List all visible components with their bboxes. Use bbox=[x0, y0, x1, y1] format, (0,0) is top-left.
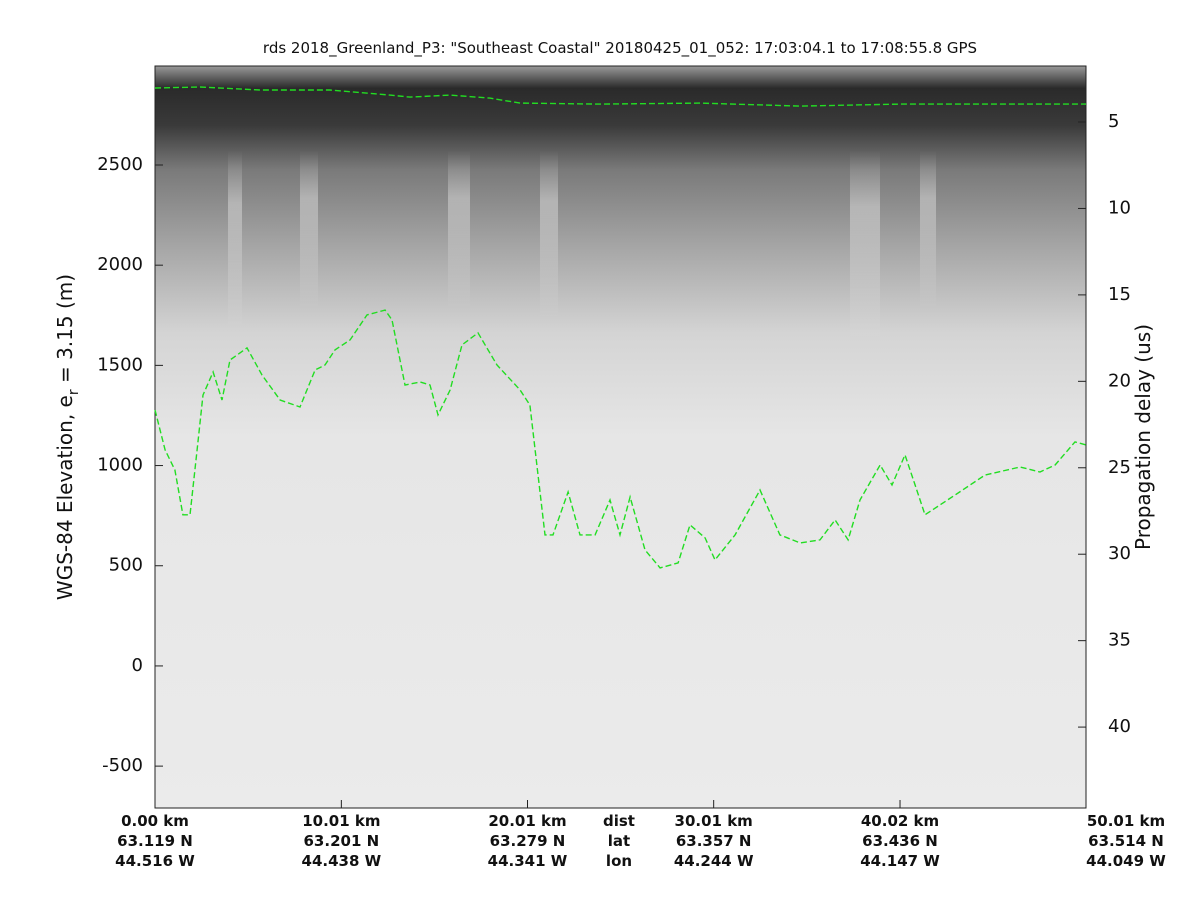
lat-label: 63.279 N bbox=[490, 832, 566, 850]
lat-label: 63.436 N bbox=[862, 832, 938, 850]
x-tick-label: 50.01 km bbox=[1087, 812, 1165, 830]
y2-tick-label: 15 bbox=[1108, 284, 1131, 305]
lon-label: 44.516 W bbox=[115, 852, 195, 870]
series-line bbox=[154, 86, 1086, 107]
lon-label: 44.341 W bbox=[488, 852, 568, 870]
row-label: dist bbox=[603, 812, 635, 830]
x-tick-label: 20.01 km bbox=[488, 812, 566, 830]
y2-tick-label: 30 bbox=[1108, 543, 1131, 564]
y2-tick-label: 35 bbox=[1108, 630, 1131, 651]
series-line bbox=[154, 309, 1087, 569]
x-tick-label: 0.00 km bbox=[121, 812, 189, 830]
y-tick-label: 0 bbox=[132, 655, 143, 676]
y-axis-label: WGS-84 Elevation, er = 3.15 (m) bbox=[53, 274, 82, 600]
y2-tick-label: 10 bbox=[1108, 197, 1131, 218]
y2-axis-label: Propagation delay (us) bbox=[1131, 324, 1155, 550]
y-tick-label: 1000 bbox=[97, 455, 143, 476]
row-label: lat bbox=[608, 832, 630, 850]
echogram bbox=[155, 66, 1086, 808]
y-label-subscript: r bbox=[66, 389, 82, 395]
y2-tick-label: 25 bbox=[1108, 457, 1131, 478]
lon-label: 44.147 W bbox=[860, 852, 940, 870]
echogram-streaks bbox=[228, 150, 936, 340]
x-tick-label: 10.01 km bbox=[302, 812, 380, 830]
chart-title: rds 2018_Greenland_P3: "Southeast Coasta… bbox=[263, 39, 977, 58]
lat-label: 63.514 N bbox=[1088, 832, 1164, 850]
y-tick-label: 2000 bbox=[97, 254, 143, 275]
y2-tick-label: 20 bbox=[1108, 370, 1131, 391]
y-tick-label: 1500 bbox=[97, 354, 143, 375]
lon-label: 44.244 W bbox=[674, 852, 754, 870]
lon-label: 44.438 W bbox=[302, 852, 382, 870]
x-tick-label: 40.02 km bbox=[861, 812, 939, 830]
y2-tick-label: 5 bbox=[1108, 111, 1119, 132]
plot-frame bbox=[154, 65, 1087, 809]
x-tick-label: 30.01 km bbox=[675, 812, 753, 830]
y2-tick-label: 40 bbox=[1108, 716, 1131, 737]
lon-label: 44.049 W bbox=[1086, 852, 1166, 870]
y-tick-label: -500 bbox=[102, 755, 143, 776]
y-label-suffix: = 3.15 (m) bbox=[53, 274, 77, 389]
y-label-text: WGS-84 Elevation, e bbox=[53, 395, 77, 600]
lat-label: 63.119 N bbox=[117, 832, 193, 850]
y-tick-label: 500 bbox=[109, 555, 143, 576]
row-label: lon bbox=[606, 852, 632, 870]
lat-label: 63.357 N bbox=[676, 832, 752, 850]
y-tick-label: 2500 bbox=[97, 154, 143, 175]
lat-label: 63.201 N bbox=[304, 832, 380, 850]
